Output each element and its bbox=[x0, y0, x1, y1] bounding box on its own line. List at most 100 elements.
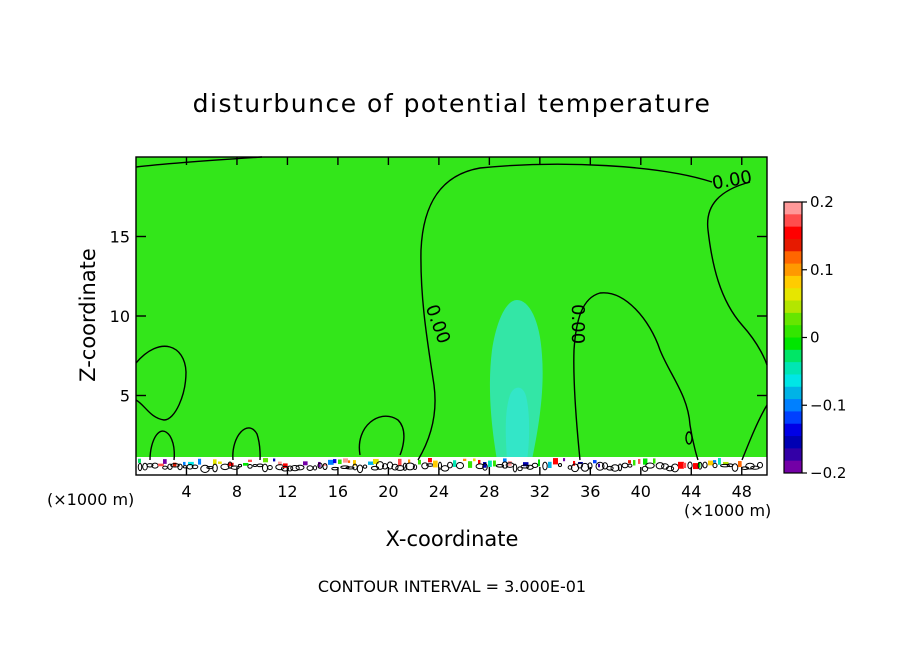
x-tick-label-24: 24 bbox=[429, 482, 449, 501]
surface-contour bbox=[557, 462, 563, 468]
surface-contour bbox=[395, 465, 405, 471]
surface-blob bbox=[633, 460, 636, 466]
surface-blob bbox=[183, 461, 186, 466]
surface-blob bbox=[243, 462, 249, 466]
surface-blob bbox=[453, 460, 457, 467]
x-axis-label: X-coordinate bbox=[386, 527, 519, 551]
surface-blob bbox=[548, 461, 552, 469]
surface-contour bbox=[322, 463, 328, 471]
x-tick-label-4: 4 bbox=[181, 482, 191, 501]
surface-blob bbox=[338, 459, 342, 465]
surface-contour bbox=[542, 461, 548, 471]
colorbar-segment bbox=[784, 275, 802, 289]
surface-blob bbox=[353, 460, 356, 466]
x-tick-label-28: 28 bbox=[479, 482, 499, 501]
surface-blob bbox=[593, 460, 597, 464]
surface-blob bbox=[188, 461, 194, 466]
surface-contour bbox=[345, 466, 355, 470]
surface-blob bbox=[463, 458, 467, 462]
surface-blob bbox=[628, 460, 632, 464]
colorbar-label: 0.1 bbox=[810, 261, 834, 279]
surface-blob bbox=[483, 462, 487, 468]
contour-interval-footer: CONTOUR INTERVAL = 3.000E-01 bbox=[318, 577, 586, 596]
surface-blob bbox=[433, 460, 438, 468]
surface-blob bbox=[213, 459, 217, 465]
colorbar-segment bbox=[784, 386, 802, 400]
surface-noise bbox=[137, 458, 764, 474]
colorbar-label: 0.2 bbox=[810, 193, 834, 211]
surface-contour bbox=[412, 464, 418, 471]
surface-contour bbox=[455, 461, 465, 470]
surface-contour bbox=[520, 464, 530, 469]
colorbar-segment bbox=[784, 411, 802, 425]
surface-blob bbox=[488, 460, 492, 467]
surface-blob bbox=[318, 461, 321, 468]
contour-left bbox=[135, 345, 187, 421]
colorbar-segment bbox=[784, 263, 802, 277]
surface-contour bbox=[447, 461, 453, 469]
contour-right bbox=[706, 181, 768, 366]
surface-blob bbox=[718, 458, 721, 465]
surface-blob bbox=[643, 458, 648, 465]
surface-blob bbox=[303, 461, 308, 466]
surface-contour bbox=[482, 463, 488, 471]
colorbar-segment bbox=[784, 374, 802, 388]
chart-title: disturbunce of potential temperature bbox=[193, 89, 712, 118]
surface-contour bbox=[601, 462, 609, 470]
surface-contour bbox=[577, 462, 583, 469]
contour-lines bbox=[135, 156, 768, 461]
colorbar-segment bbox=[784, 362, 802, 375]
surface-blob bbox=[328, 459, 334, 465]
surface-contour bbox=[177, 463, 183, 471]
colorbar-label: −0.2 bbox=[810, 464, 846, 482]
surface-contour bbox=[362, 464, 368, 469]
contour-oval bbox=[685, 431, 693, 445]
surface-contour bbox=[280, 465, 290, 472]
colorbar: 0.2 0.1 0 −0.1 −0.2 bbox=[783, 193, 846, 482]
colorbar-segment bbox=[784, 349, 802, 363]
surface-contour bbox=[370, 465, 380, 471]
surface-blob bbox=[698, 462, 701, 468]
surface-blob bbox=[638, 458, 641, 464]
surface-contour bbox=[405, 462, 415, 471]
colorbar-segment bbox=[784, 251, 802, 265]
surface-contour bbox=[512, 463, 518, 473]
surface-contour bbox=[267, 464, 273, 471]
contour-mid bbox=[573, 292, 699, 461]
surface-blob bbox=[173, 462, 177, 467]
surface-contour bbox=[146, 463, 154, 468]
surface-blob bbox=[343, 458, 348, 463]
surface-contour bbox=[645, 462, 655, 469]
colorbar-segment bbox=[784, 337, 802, 351]
x-tick-label-44: 44 bbox=[681, 482, 701, 501]
colorbar-segment bbox=[784, 238, 802, 252]
surface-blob bbox=[198, 458, 202, 465]
surface-contour bbox=[756, 461, 764, 469]
surface-blob bbox=[368, 461, 374, 465]
plume-core bbox=[505, 387, 530, 460]
x-tick-marks: 4 8 12 16 20 24 28 32 36 40 44 48 bbox=[181, 157, 752, 501]
surface-contour bbox=[665, 465, 675, 472]
y-axis-label: Z-coordinate bbox=[76, 248, 100, 382]
surface-blob bbox=[283, 463, 288, 468]
surface-contour bbox=[595, 461, 605, 471]
colorbar-label: 0 bbox=[810, 329, 820, 347]
surface-contour bbox=[495, 463, 505, 468]
surface-contour bbox=[230, 465, 240, 470]
x-tick-label-40: 40 bbox=[631, 482, 651, 501]
contour-top-left bbox=[135, 156, 263, 168]
surface-contour bbox=[247, 464, 253, 469]
colorbar-segment bbox=[784, 325, 802, 338]
surface-blob bbox=[158, 463, 164, 467]
surface-contour bbox=[531, 462, 539, 469]
surface-contour bbox=[606, 465, 614, 471]
surface-blob bbox=[503, 458, 507, 462]
surface-contour bbox=[617, 463, 623, 472]
surface-blob bbox=[573, 460, 576, 466]
surface-contour bbox=[212, 463, 218, 473]
surface-contour bbox=[641, 465, 649, 472]
y-tick-label-10: 10 bbox=[110, 307, 130, 326]
surface-blob bbox=[163, 459, 167, 464]
surface-contour bbox=[517, 466, 523, 472]
